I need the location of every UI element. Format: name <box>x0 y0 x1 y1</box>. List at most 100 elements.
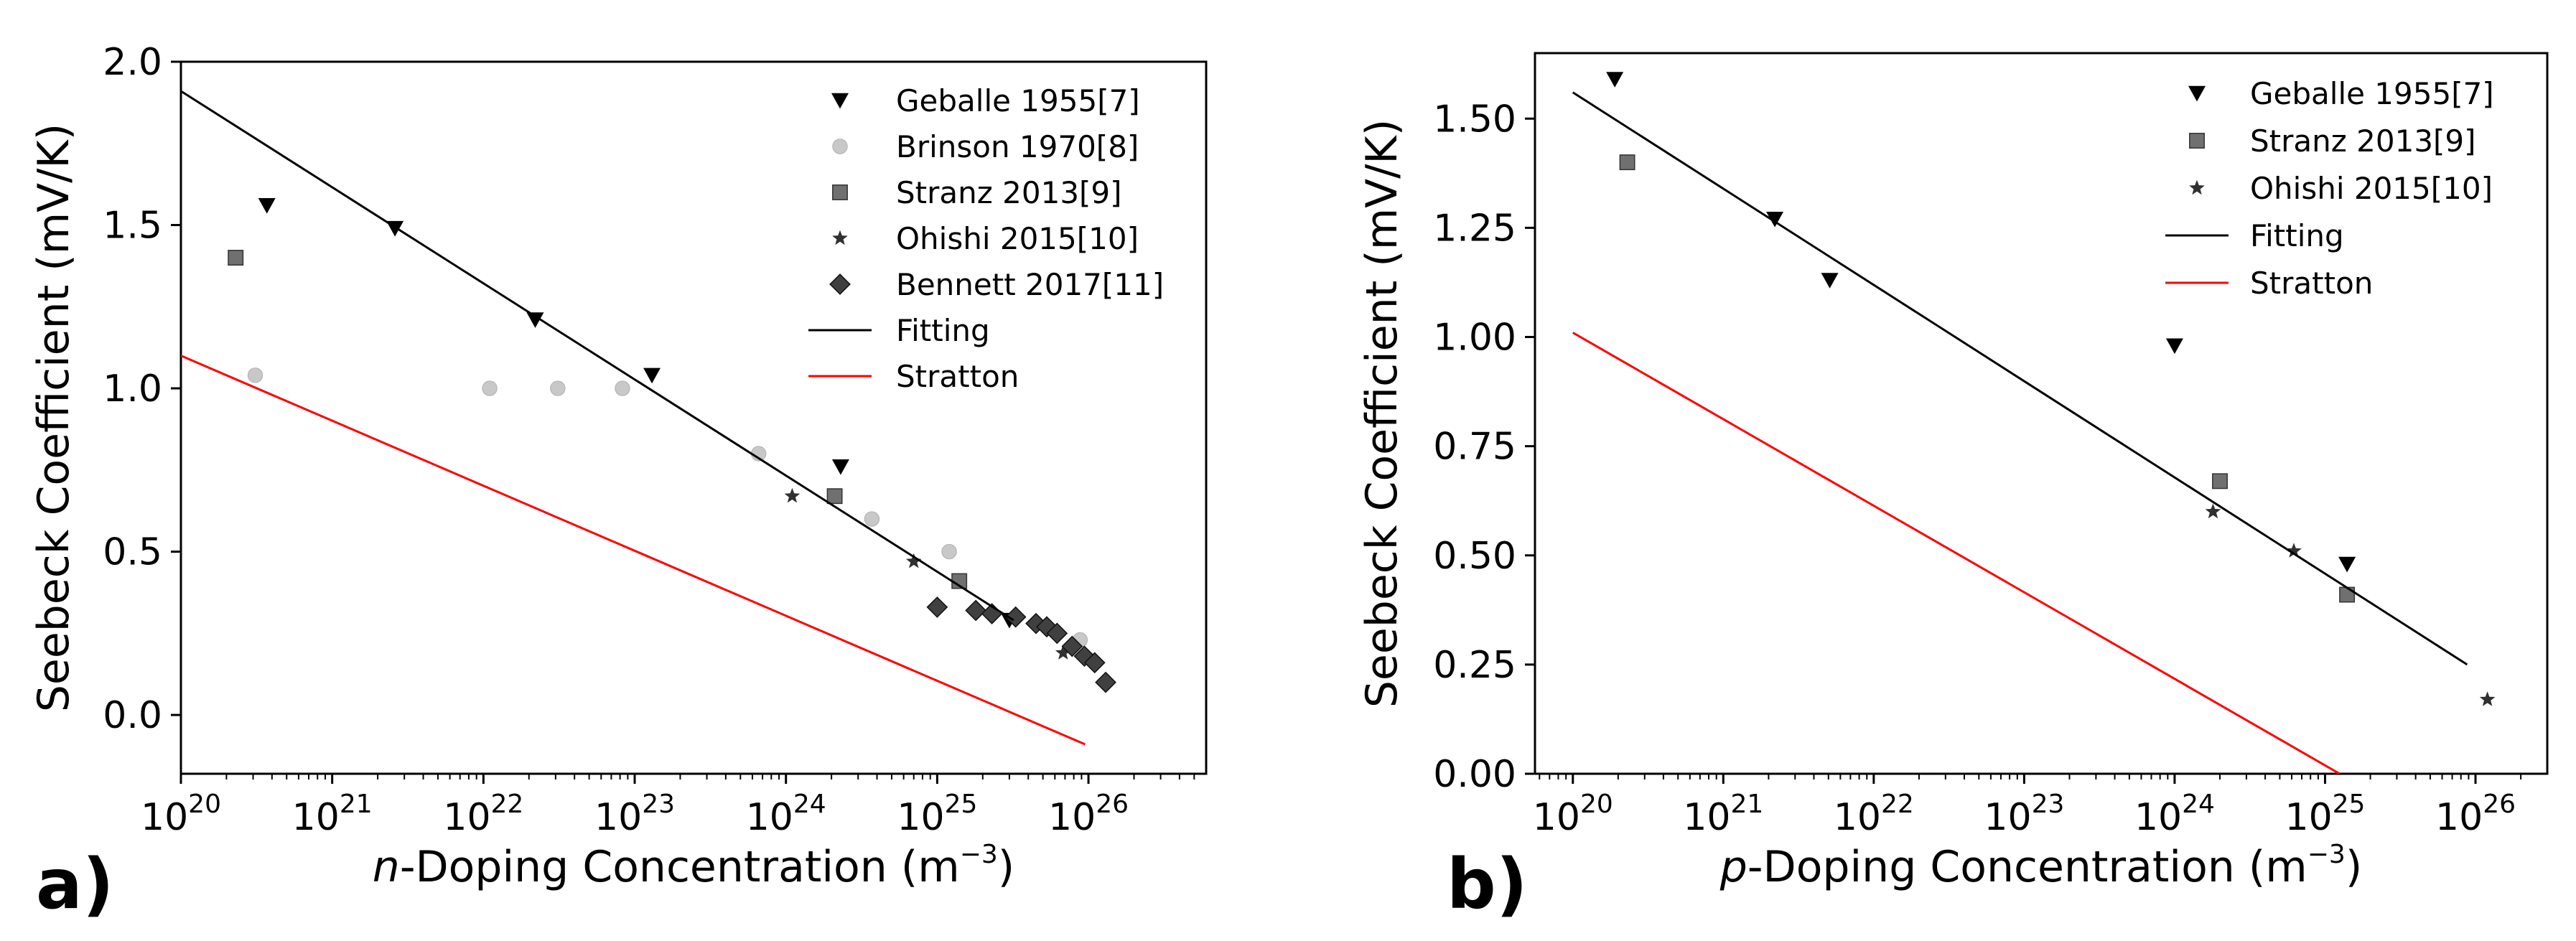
data-point-triangle-down <box>526 312 544 328</box>
y-tick-label: 0.0 <box>103 694 162 737</box>
x-tick-label: 1020 <box>1533 790 1613 839</box>
series-line-stratton <box>1572 332 2341 774</box>
legend-marker <box>832 139 848 154</box>
data-point-circle <box>550 380 566 396</box>
data-point-star <box>1055 645 1071 660</box>
data-point-star <box>2205 503 2221 519</box>
data-point-diamond <box>1061 635 1083 657</box>
x-tick-base: 10 <box>2435 796 2483 839</box>
data-point-square <box>2339 586 2356 603</box>
y-axis-label: Seebeck Coefficient (mV/K) <box>29 123 79 712</box>
legend-marker <box>829 273 851 295</box>
x-tick-base: 10 <box>897 796 944 839</box>
data-point-circle <box>941 543 957 560</box>
x-axis-label-exponent: −3 <box>2307 840 2346 869</box>
y-tick-label: 0.5 <box>103 531 162 574</box>
legend-label: Fitting <box>896 313 990 348</box>
legend-marker <box>2189 179 2205 195</box>
plot-frame <box>179 60 1208 775</box>
x-tick-exponent: 26 <box>1096 790 1129 819</box>
data-point-star <box>784 487 801 503</box>
x-tick-label: 1025 <box>2285 790 2365 839</box>
x-tick-label: 1025 <box>897 790 977 839</box>
x-tick-exponent: 20 <box>188 790 221 819</box>
x-axis-label: n-Doping Concentration (m−3) <box>373 840 1014 892</box>
series-line-fitting <box>1572 91 2468 666</box>
x-axis-label-italic: n <box>373 842 400 892</box>
x-axis-label-text: -Doping Concentration (m <box>1747 842 2307 892</box>
x-tick-exponent: 20 <box>1580 790 1613 819</box>
x-axis-label-close: ) <box>998 842 1014 892</box>
x-tick-label: 1026 <box>1048 790 1129 839</box>
panel-label: b) <box>1447 844 1528 924</box>
data-point-triangle-down <box>831 459 849 475</box>
series-line-fitting <box>181 90 1014 622</box>
legend-label: Stranz 2013[9] <box>2250 123 2476 159</box>
x-tick-exponent: 22 <box>1881 790 1914 819</box>
data-point-diamond <box>1073 645 1096 668</box>
y-tick-label: 0.00 <box>1433 753 1516 796</box>
data-point-triangle-down <box>2165 338 2183 355</box>
data-point-circle <box>247 367 263 383</box>
data-point-triangle-down <box>258 198 276 214</box>
y-tick-label: 1.25 <box>1433 207 1516 250</box>
y-tick-label: 1.5 <box>103 205 162 248</box>
data-point-triangle-down <box>643 367 661 384</box>
x-tick-base: 10 <box>2134 796 2182 839</box>
x-tick-label: 1024 <box>746 790 826 839</box>
legend-marker <box>2189 133 2205 149</box>
legend-marker <box>2188 85 2206 102</box>
y-tick-label: 0.75 <box>1433 426 1516 469</box>
y-tick-label: 1.50 <box>1433 98 1516 141</box>
data-point-triangle-down <box>1821 273 1839 289</box>
legend-marker <box>832 230 848 245</box>
x-tick-base: 10 <box>443 796 490 839</box>
data-point-triangle-down <box>1766 212 1784 228</box>
data-point-triangle-down <box>1606 72 1624 88</box>
x-axis-label-text: -Doping Concentration (m <box>400 842 960 892</box>
x-axis-label-exponent: −3 <box>960 840 998 869</box>
y-tick-label: 0.50 <box>1433 535 1516 578</box>
x-tick-base: 10 <box>2285 796 2332 839</box>
data-point-diamond <box>1083 652 1106 674</box>
x-tick-exponent: 26 <box>2483 790 2516 819</box>
x-axis-label-close: ) <box>2346 842 2362 892</box>
y-tick-label: 1.0 <box>103 367 162 411</box>
legend-label: Stranz 2013[9] <box>896 175 1122 210</box>
x-tick-exponent: 22 <box>491 790 524 819</box>
y-tick-label: 0.25 <box>1433 644 1516 687</box>
x-tick-label: 1021 <box>1683 790 1763 839</box>
legend-label: Geballe 1955[7] <box>2250 76 2494 111</box>
legend-label: Stratton <box>2250 266 2373 301</box>
legend-label: Bennett 2017[11] <box>896 267 1164 302</box>
data-point-square <box>2212 473 2228 490</box>
data-point-square <box>826 488 843 505</box>
x-tick-label: 1022 <box>1834 790 1914 839</box>
x-tick-base: 10 <box>746 796 793 839</box>
x-tick-exponent: 25 <box>2333 790 2366 819</box>
data-point-circle <box>615 380 630 396</box>
data-point-diamond <box>1036 616 1058 638</box>
x-tick-base: 10 <box>1048 796 1096 839</box>
series-line-stratton <box>181 355 1086 746</box>
x-tick-label: 1024 <box>2134 790 2215 839</box>
plot-area <box>1572 72 2496 774</box>
legend-label: Geballe 1955[7] <box>896 83 1140 118</box>
y-tick-label: 1.00 <box>1433 317 1516 360</box>
x-tick-base: 10 <box>594 796 642 839</box>
x-tick-exponent: 23 <box>642 790 675 819</box>
x-tick-base: 10 <box>1984 796 2031 839</box>
x-tick-base: 10 <box>141 796 188 839</box>
x-tick-exponent: 24 <box>2182 790 2215 819</box>
data-point-diamond <box>1095 671 1116 693</box>
x-tick-label: 1023 <box>1984 790 2064 839</box>
panel-label: a) <box>36 844 114 924</box>
data-point-circle <box>864 511 880 527</box>
data-point-star <box>2479 691 2496 706</box>
x-tick-exponent: 21 <box>340 790 373 819</box>
legend: Geballe 1955[7] Stranz 2013[9] Ohishi 2015… <box>2165 76 2494 301</box>
data-point-diamond <box>1004 606 1027 628</box>
plot-area <box>181 90 1116 746</box>
